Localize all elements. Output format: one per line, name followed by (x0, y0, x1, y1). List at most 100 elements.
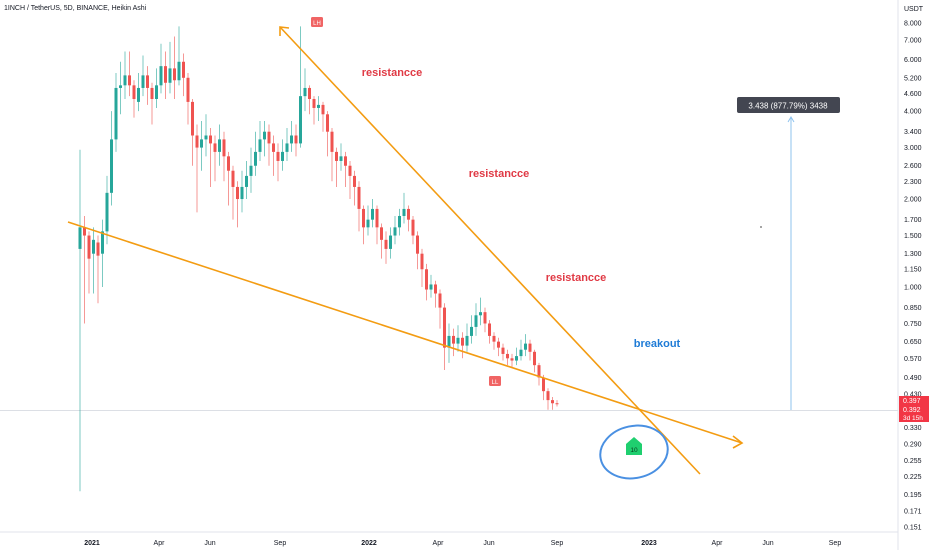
candle-body (474, 315, 478, 327)
candle-body (470, 326, 473, 336)
candle-body (155, 85, 158, 99)
y-tick-label: 3.400 (904, 129, 922, 136)
candle-body (488, 323, 491, 336)
up-arrow-label-text: 10 (630, 447, 638, 454)
x-tick-label: Jun (204, 540, 215, 547)
y-tick-label: 2.600 (904, 163, 922, 170)
y-tick-label: 0.850 (904, 305, 922, 312)
y-tick-label: 0.290 (904, 442, 922, 449)
candle-body (452, 335, 455, 344)
candle-body (213, 143, 217, 152)
candle-body (78, 227, 82, 249)
measure-label-box (737, 97, 840, 113)
price-tag-2-text: 0.392 (903, 407, 921, 414)
candle-body (326, 114, 329, 132)
currency-label: USDT (904, 6, 924, 13)
lh-marker (311, 17, 323, 27)
candle-body (501, 347, 505, 354)
candle-body (425, 269, 428, 290)
candle-body (240, 186, 244, 200)
candle-body (114, 87, 118, 140)
candle-body (524, 343, 527, 350)
y-tick-label: 6.000 (904, 57, 922, 64)
resistance-label-1: resistancce (362, 67, 423, 79)
candle-body (191, 101, 194, 136)
breakout-label: breakout (634, 338, 681, 350)
candle-body (515, 356, 518, 361)
candle-body (204, 135, 208, 140)
y-tick-label: 8.000 (904, 21, 922, 28)
y-tick-label: 0.225 (904, 474, 922, 481)
small-dot (760, 226, 762, 228)
candle-body (416, 235, 419, 254)
candle-body (492, 335, 496, 342)
candle-body (119, 85, 122, 88)
y-tick-label: 1.700 (904, 217, 922, 224)
x-tick-label: Jun (483, 540, 494, 547)
candle-body (195, 135, 199, 148)
candle-body (335, 151, 338, 161)
candle-body (357, 186, 361, 209)
candle-body (96, 242, 100, 256)
candle-body (407, 208, 410, 220)
candle-body (362, 208, 365, 228)
y-tick-label: 2.000 (904, 197, 922, 204)
candle-body (389, 235, 392, 249)
x-tick-label: 2022 (361, 540, 377, 547)
candle-body (303, 87, 307, 97)
price-tag-1 (899, 396, 929, 405)
candle-body (222, 139, 226, 157)
price-tag-2 (899, 405, 929, 422)
y-tick-label: 4.000 (904, 109, 922, 116)
candle-body (519, 349, 523, 357)
candle-body (200, 139, 203, 148)
measure-label: 3.438 (877.79%) 3438 (748, 102, 828, 111)
candle-body (83, 227, 86, 236)
candle-body (128, 75, 131, 86)
y-tick-label: 0.570 (904, 356, 922, 363)
candle-body (254, 151, 257, 166)
candle-body (308, 87, 311, 99)
candle-body (317, 104, 320, 108)
candle-body (182, 61, 185, 78)
candle-body (110, 139, 113, 193)
candle-body (479, 312, 482, 316)
candle-body (218, 139, 221, 152)
chart-title: 1INCH / TetherUS, 5D, BINANCE, Heikin As… (4, 5, 147, 12)
candle-body (141, 75, 145, 88)
candle-body (348, 165, 352, 176)
ll-marker-text: LL (492, 380, 499, 386)
candle-body (380, 227, 383, 240)
y-tick-label: 0.650 (904, 339, 922, 346)
y-tick-label: 0.255 (904, 458, 922, 465)
x-tick-label: 2023 (641, 540, 657, 547)
resistance-label-2: resistancce (469, 168, 530, 180)
candle-body (402, 208, 406, 216)
candle-body (258, 139, 262, 152)
candle-body (483, 312, 487, 324)
countdown-text: 3d 15h (903, 415, 923, 422)
candle-body (92, 239, 95, 254)
candle-body (438, 293, 442, 308)
candle-body (510, 358, 514, 361)
candle-body (281, 151, 284, 161)
x-tick-label: 2021 (84, 540, 100, 547)
y-tick-label: 2.300 (904, 179, 922, 186)
x-tick-label: Sep (551, 540, 564, 547)
y-tick-label: 1.000 (904, 284, 922, 291)
y-tick-label: 0.750 (904, 321, 922, 328)
candle-body (137, 87, 140, 102)
y-tick-label: 1.500 (904, 233, 922, 240)
y-tick-label: 0.171 (904, 509, 922, 516)
candle-body (321, 104, 325, 115)
candle-body (263, 131, 266, 140)
candle-body (542, 377, 545, 392)
candle-body (132, 85, 136, 99)
candle-body (398, 215, 401, 228)
resistance-arrow-head (279, 26, 290, 36)
candle-body (173, 68, 176, 81)
x-tick-label: Jun (762, 540, 773, 547)
candle-body (344, 156, 347, 166)
candle-body (87, 235, 91, 259)
